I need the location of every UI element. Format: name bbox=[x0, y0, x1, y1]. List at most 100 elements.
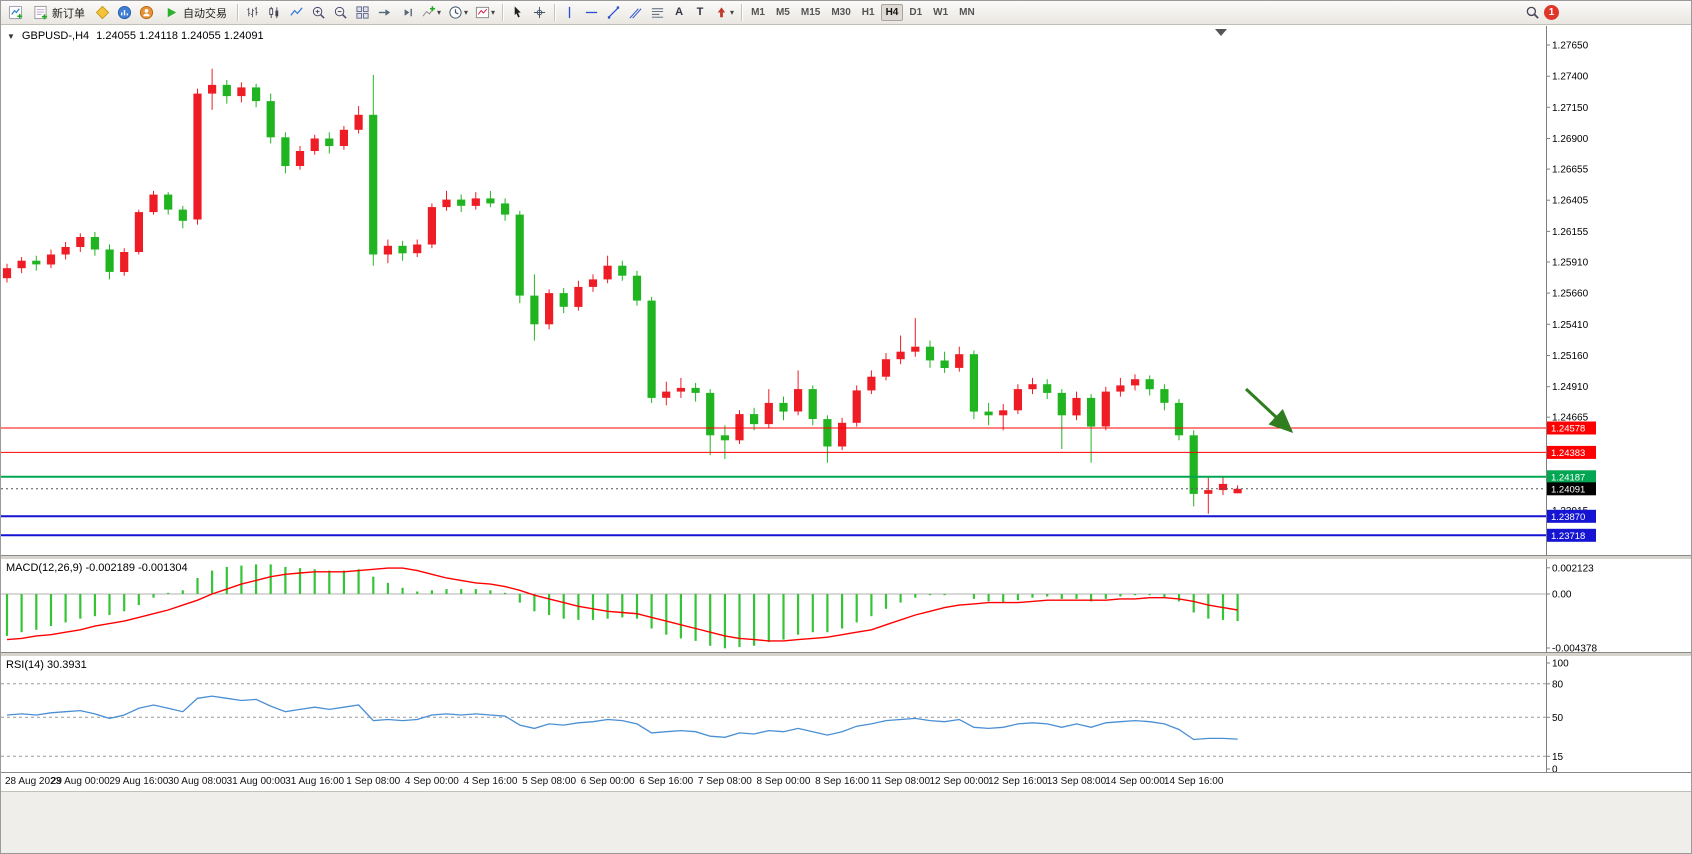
chart-shift-button[interactable] bbox=[396, 3, 417, 23]
candle-body bbox=[76, 237, 85, 247]
horizontal-line-tool-button[interactable] bbox=[581, 3, 602, 23]
candle-body bbox=[134, 212, 143, 252]
market-icon bbox=[117, 5, 132, 20]
auto-scroll-button[interactable] bbox=[374, 3, 395, 23]
candle-body bbox=[925, 346, 935, 361]
price-axis-label: 1.25410 bbox=[1552, 320, 1589, 331]
community-button[interactable] bbox=[136, 3, 157, 23]
symbol-label: GBPUSD-,H4 bbox=[21, 30, 90, 42]
new-chart-button[interactable] bbox=[5, 3, 26, 23]
macd-pane[interactable]: 0.002123 0.00 -0.004378 MACD(12,26,9) -0.0… bbox=[1, 559, 1691, 653]
channel-tool-button[interactable] bbox=[625, 3, 646, 23]
timeframe-w1[interactable]: W1 bbox=[928, 4, 953, 21]
bid-price-badge-label: 1.24091 bbox=[1551, 484, 1585, 495]
candle-body bbox=[530, 295, 539, 325]
autotrading-button[interactable]: 自动交易 bbox=[158, 3, 233, 23]
timeframe-m1[interactable]: M1 bbox=[746, 4, 770, 21]
candle-body bbox=[17, 260, 26, 269]
candle-body bbox=[164, 194, 173, 210]
timeframe-h4[interactable]: H4 bbox=[880, 4, 904, 21]
pane-splitter[interactable] bbox=[1, 556, 1691, 559]
market-button[interactable] bbox=[114, 3, 135, 23]
candle-body bbox=[457, 199, 466, 206]
line-chart-mode-button[interactable] bbox=[286, 3, 307, 23]
collapse-arrow-icon[interactable]: ▼ bbox=[7, 31, 15, 41]
crosshair-button[interactable] bbox=[529, 3, 550, 23]
label-tool-button[interactable]: T bbox=[690, 3, 710, 23]
candle-body bbox=[427, 207, 436, 245]
candle-body bbox=[999, 410, 1008, 416]
chart-shift-icon bbox=[404, 8, 412, 17]
timeframe-mn[interactable]: MN bbox=[954, 4, 980, 21]
price-axis-label: 1.25160 bbox=[1552, 351, 1589, 362]
candle-body bbox=[735, 414, 744, 441]
text-tool-button[interactable]: A bbox=[669, 3, 689, 23]
toolbar-separator bbox=[237, 4, 238, 21]
time-axis-label: 28 Aug 2023 bbox=[5, 776, 62, 787]
new-order-icon bbox=[34, 5, 48, 20]
bar-chart-mode-button[interactable] bbox=[242, 3, 263, 23]
cursor-button[interactable] bbox=[507, 3, 528, 23]
time-axis[interactable]: 28 Aug 2023 29 Aug 00:00 29 Aug 16:00 30 Au… bbox=[1, 773, 1691, 791]
candle-body bbox=[1116, 385, 1125, 392]
candle-body bbox=[32, 260, 41, 265]
timeframe-h1[interactable]: H1 bbox=[857, 4, 880, 21]
zoom-out-button[interactable] bbox=[330, 3, 351, 23]
candle-body bbox=[588, 279, 598, 287]
candle-body bbox=[720, 435, 729, 441]
price-axis-label: 1.25660 bbox=[1552, 289, 1589, 300]
candle-body bbox=[1218, 483, 1228, 491]
macd-chart-svg: 0.002123 0.00 -0.004378 bbox=[1, 559, 1597, 652]
candle-body bbox=[1160, 389, 1169, 403]
pane-splitter[interactable] bbox=[1, 653, 1691, 656]
new-order-button[interactable]: 新订单 bbox=[27, 3, 91, 23]
tile-windows-button[interactable] bbox=[352, 3, 373, 23]
candle-body bbox=[603, 265, 612, 280]
templates-button[interactable]: ▾ bbox=[472, 3, 498, 23]
candle-body bbox=[911, 346, 920, 352]
timeframe-m15[interactable]: M15 bbox=[796, 4, 825, 21]
time-axis-label: 11 Sep 08:00 bbox=[871, 776, 931, 787]
candle-body bbox=[984, 411, 993, 416]
candle-body bbox=[149, 194, 158, 213]
price-level-badge bbox=[1547, 509, 1596, 523]
vertical-line-tool-button[interactable] bbox=[559, 3, 580, 23]
rsi-axis-label: 80 bbox=[1552, 679, 1564, 690]
annotation-arrow[interactable] bbox=[1244, 387, 1294, 434]
candle-body bbox=[1131, 379, 1140, 386]
candle-body bbox=[281, 137, 290, 166]
candle-body bbox=[266, 101, 275, 138]
timeframe-m5[interactable]: M5 bbox=[771, 4, 795, 21]
candle-chart-mode-button[interactable] bbox=[264, 3, 285, 23]
price-level-badge-label: 1.24187 bbox=[1551, 472, 1585, 483]
new-chart-icon bbox=[8, 5, 23, 20]
trendline-tool-button[interactable] bbox=[603, 3, 624, 23]
arrows-tool-button[interactable]: ▾ bbox=[711, 3, 737, 23]
fibonacci-tool-button[interactable] bbox=[647, 3, 668, 23]
price-pane[interactable]: 1.27650 1.27400 1.27150 1.26900 1.26655 1.264… bbox=[1, 26, 1691, 556]
search-button[interactable] bbox=[1522, 3, 1543, 23]
chart-shift-marker[interactable] bbox=[1215, 29, 1227, 36]
indicators-button[interactable]: ▾ bbox=[418, 3, 444, 23]
template-icon bbox=[475, 6, 490, 19]
price-axis-label: 1.27400 bbox=[1552, 72, 1589, 83]
notification-badge[interactable]: 1 bbox=[1544, 5, 1559, 20]
candle-body bbox=[383, 245, 392, 255]
indicators-dropdown-caret: ▾ bbox=[437, 8, 442, 17]
rsi-pane[interactable]: 100 80 50 15 0 RSI(14) 30.3931 bbox=[1, 656, 1691, 773]
price-level-badge-label: 1.24383 bbox=[1551, 448, 1585, 459]
bar-chart-icon bbox=[247, 6, 258, 18]
time-axis-label: 13 Sep 08:00 bbox=[1046, 776, 1107, 787]
metaeditor-button[interactable] bbox=[92, 3, 113, 23]
candle-body bbox=[105, 249, 114, 272]
arrows-dropdown-caret: ▾ bbox=[730, 8, 735, 17]
candle-body bbox=[662, 391, 671, 398]
periods-button[interactable]: ▾ bbox=[445, 3, 471, 23]
candle-body bbox=[486, 198, 495, 204]
timeframe-m30[interactable]: M30 bbox=[826, 4, 855, 21]
zoom-in-icon bbox=[312, 6, 325, 19]
price-level-badge-label: 1.23718 bbox=[1551, 531, 1585, 542]
timeframe-d1[interactable]: D1 bbox=[904, 4, 927, 21]
zoom-in-button[interactable] bbox=[308, 3, 329, 23]
candle-body bbox=[1028, 384, 1037, 390]
